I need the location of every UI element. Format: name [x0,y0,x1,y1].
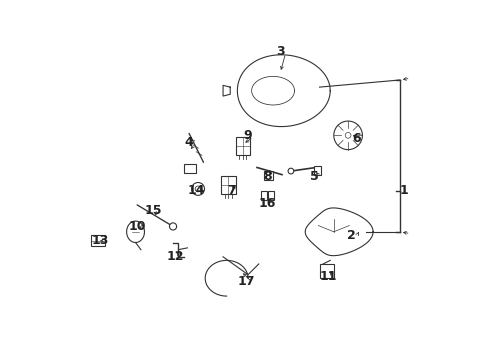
Polygon shape [223,85,230,96]
Bar [319,264,333,278]
Circle shape [287,168,293,174]
Text: 13: 13 [91,234,108,247]
Text: 9: 9 [243,129,252,142]
Text: 12: 12 [166,250,183,263]
Polygon shape [305,208,372,256]
Circle shape [345,132,350,138]
Circle shape [169,223,176,230]
Bar [183,164,196,173]
Bar [221,176,235,194]
Text: 6: 6 [352,132,361,145]
Text: 5: 5 [309,170,318,183]
Text: 17: 17 [237,275,255,288]
Polygon shape [126,221,144,243]
Bar [313,166,321,175]
Text: 14: 14 [187,184,204,197]
Bar [235,137,249,155]
Bar [264,171,272,180]
Bar [260,192,266,201]
Text: 10: 10 [128,220,146,233]
Text: 2: 2 [346,229,355,242]
Text: 8: 8 [263,170,271,183]
Polygon shape [333,121,362,150]
Polygon shape [237,55,329,127]
Bar [267,192,274,201]
Text: 1: 1 [398,184,407,197]
Text: 4: 4 [184,136,193,149]
Text: 3: 3 [275,45,284,58]
Text: 7: 7 [227,184,236,197]
Text: 16: 16 [259,197,276,210]
Circle shape [191,183,204,195]
Circle shape [195,186,201,192]
Bar [91,235,105,246]
Text: 11: 11 [319,270,337,283]
Text: 15: 15 [144,204,162,217]
